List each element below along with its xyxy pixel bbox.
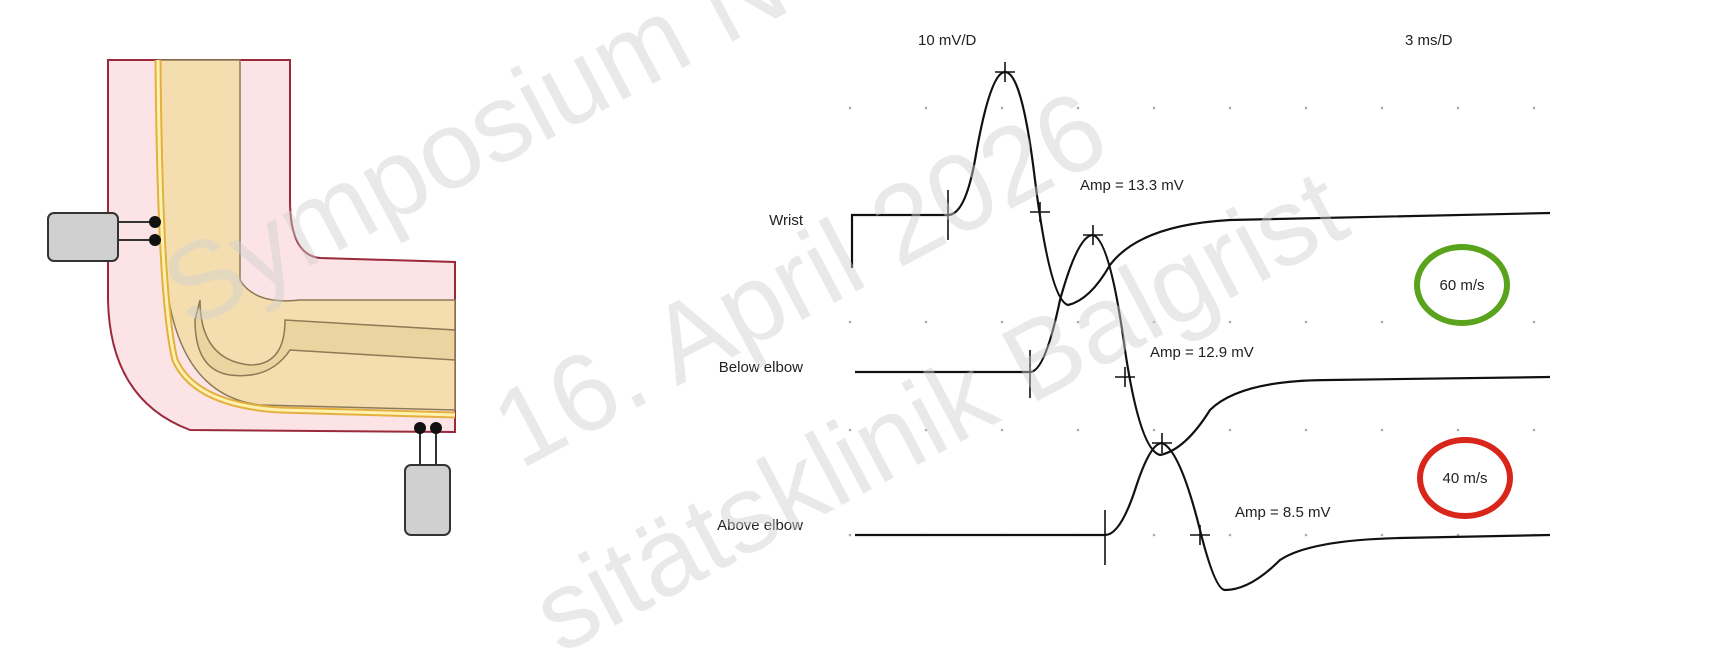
velocity-label: 40 m/s — [1442, 470, 1487, 487]
grid-dot — [1456, 106, 1460, 110]
grid-dots — [848, 106, 1536, 537]
grid-dot — [1076, 428, 1080, 432]
grid-dot — [1000, 106, 1004, 110]
grid-dot — [848, 428, 852, 432]
grid-dot — [848, 533, 852, 537]
grid-dot — [1076, 320, 1080, 324]
time-scale: 3 ms/D — [1405, 32, 1453, 49]
grid-dot — [1076, 106, 1080, 110]
trace-label: Above elbow — [717, 517, 803, 534]
grid-dot — [1228, 428, 1232, 432]
below-elbow-trace — [855, 233, 1551, 457]
grid-dot — [1228, 320, 1232, 324]
grid-dot — [1532, 320, 1536, 324]
grid-dot — [1380, 320, 1384, 324]
trace-label: Wrist — [769, 212, 804, 229]
grid-dot — [1228, 533, 1232, 537]
grid-dot — [1152, 428, 1156, 432]
grid-dot — [848, 106, 852, 110]
cursor-marks — [995, 62, 1210, 545]
wrist-trace — [850, 70, 1551, 307]
grid-dot — [1228, 106, 1232, 110]
amplitude-scale: 10 mV/D — [918, 32, 977, 49]
grid-dot — [848, 320, 852, 324]
grid-dot — [1304, 106, 1308, 110]
arm-illustration — [47, 59, 456, 536]
grid-dot — [924, 428, 928, 432]
grid-dot — [1152, 106, 1156, 110]
trace-label: Below elbow — [719, 359, 803, 376]
grid-dot — [1380, 533, 1384, 537]
grid-dot — [1304, 320, 1308, 324]
grid-dot — [1000, 320, 1004, 324]
amplitude-label: Amp = 13.3 mV — [1080, 177, 1184, 194]
velocity-ring-red — [1417, 437, 1513, 519]
grid-dot — [1532, 428, 1536, 432]
grid-dot — [1456, 428, 1460, 432]
grid-dot — [924, 106, 928, 110]
grid-dot — [1380, 106, 1384, 110]
amplitude-label: Amp = 8.5 mV — [1235, 504, 1330, 521]
grid-dot — [1532, 106, 1536, 110]
velocity-ring-green — [1414, 244, 1510, 326]
velocity-label: 60 m/s — [1439, 277, 1484, 294]
grid-dot — [1152, 533, 1156, 537]
above-elbow-trace — [855, 441, 1551, 592]
grid-dot — [924, 320, 928, 324]
grid-dot — [1380, 428, 1384, 432]
grid-dot — [1304, 428, 1308, 432]
grid-dot — [1152, 320, 1156, 324]
grid-dot — [1304, 533, 1308, 537]
amplitude-label: Amp = 12.9 mV — [1150, 344, 1254, 361]
grid-dot — [1456, 533, 1460, 537]
traces — [850, 62, 1551, 592]
grid-dot — [1000, 428, 1004, 432]
